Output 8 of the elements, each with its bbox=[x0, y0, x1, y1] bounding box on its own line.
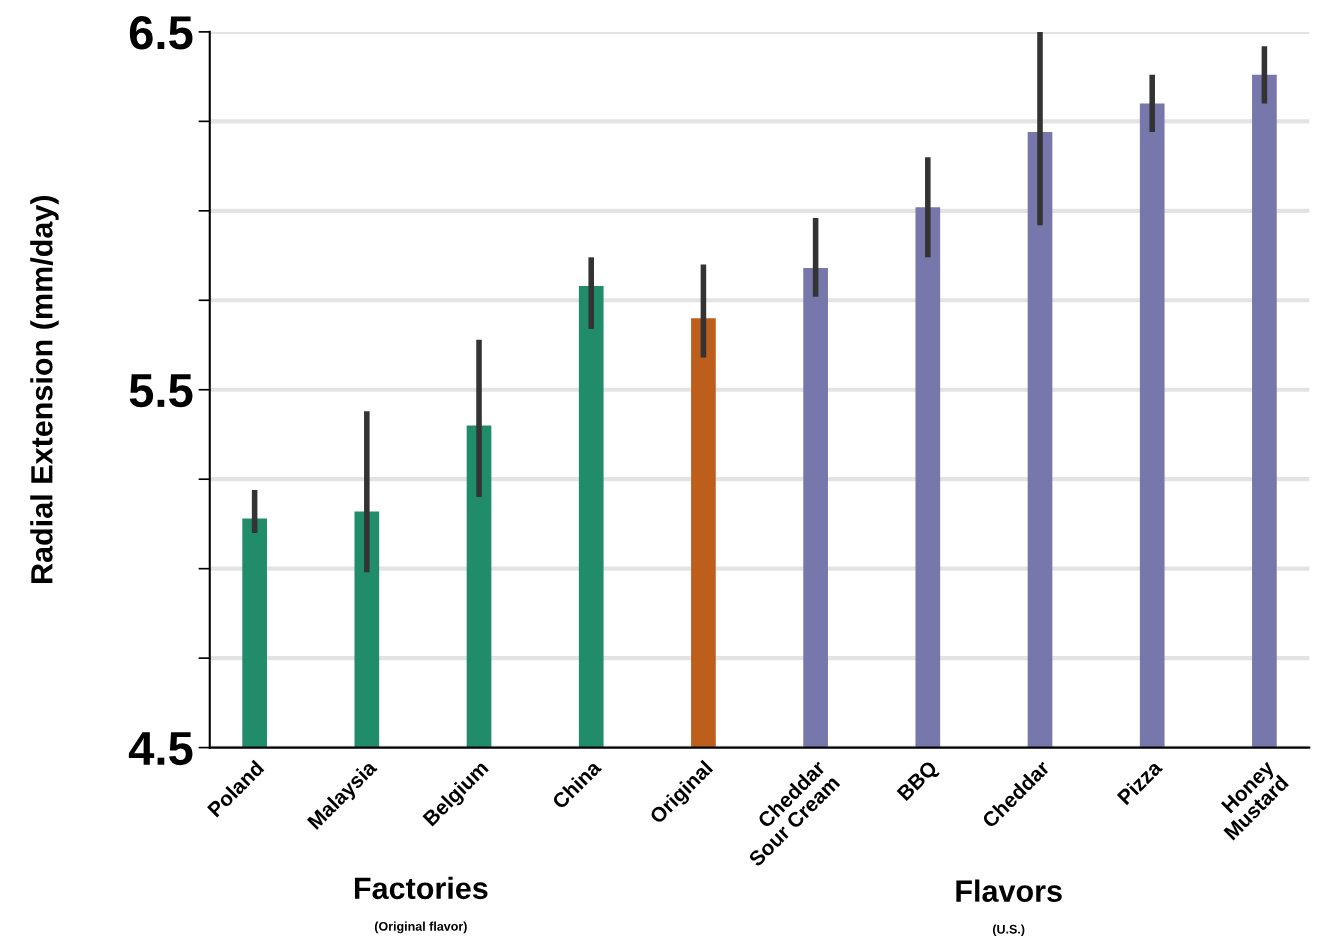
text: Flavors bbox=[956, 879, 1062, 902]
y-axis-title: Radial Extension (mm/day) bbox=[30, 195, 59, 583]
text: Factories bbox=[354, 876, 488, 900]
text: (Original flavor) bbox=[374, 921, 467, 934]
y-tick-label: 6.5 bbox=[129, 16, 193, 50]
y-tick-label: 5.5 bbox=[129, 374, 193, 408]
text: (U.S.) bbox=[992, 924, 1025, 937]
y-tick-label: 4.5 bbox=[128, 732, 193, 766]
